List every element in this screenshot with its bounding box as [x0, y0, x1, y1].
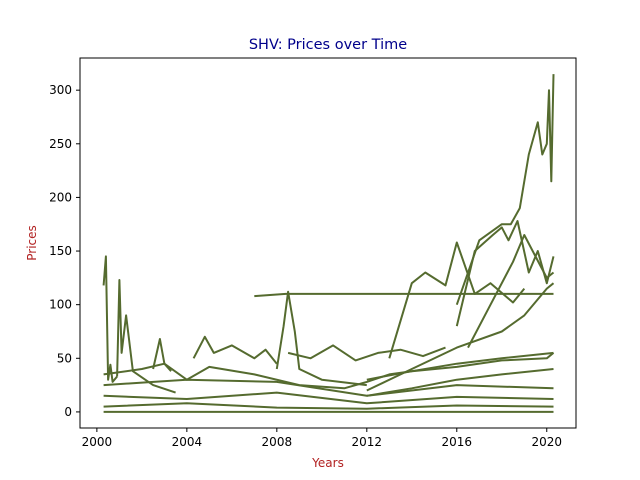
x-tick-label: 2008: [262, 435, 293, 449]
x-tick-label: 2020: [531, 435, 562, 449]
series-line-12: [467, 234, 555, 349]
series-line-1: [102, 255, 118, 383]
y-axis-label: Prices: [25, 225, 39, 261]
series-line-10: [455, 220, 555, 327]
x-axis-ticks: 2000 2004 2008 2012 2016 2020: [82, 428, 562, 449]
y-tick-label: 0: [64, 405, 72, 419]
y-tick-label: 100: [49, 298, 72, 312]
y-tick-label: 150: [49, 244, 72, 258]
x-tick-label: 2012: [352, 435, 383, 449]
x-tick-label: 2016: [442, 435, 473, 449]
series-line-17: [366, 351, 554, 381]
series-group: [102, 74, 555, 413]
y-tick-label: 200: [49, 190, 72, 204]
series-line-11: [455, 74, 555, 306]
series-line-18: [366, 368, 554, 397]
y-tick-label: 250: [49, 137, 72, 151]
series-line-8: [287, 344, 446, 362]
chart-title: SHV: Prices over Time: [249, 37, 407, 53]
series-line-6: [254, 292, 554, 298]
y-tick-label: 300: [49, 83, 72, 97]
y-tick-label: 50: [57, 351, 72, 365]
series-line-13: [366, 282, 555, 392]
series-line-16: [103, 378, 554, 397]
series-line-14: [103, 402, 554, 410]
series-line-2: [116, 279, 176, 394]
series-line-3: [103, 352, 555, 390]
series-line-7: [275, 290, 367, 387]
plot-frame: [79, 57, 577, 429]
x-tick-label: 2004: [172, 435, 203, 449]
x-axis-label: Years: [311, 456, 344, 470]
series-line-9: [388, 241, 526, 359]
series-line-5: [192, 335, 278, 365]
x-tick-label: 2000: [82, 435, 113, 449]
series-line-15: [103, 391, 554, 405]
series-line-4: [152, 338, 172, 372]
y-axis-ticks: 0 50 100 150 200 250 300: [49, 83, 80, 419]
